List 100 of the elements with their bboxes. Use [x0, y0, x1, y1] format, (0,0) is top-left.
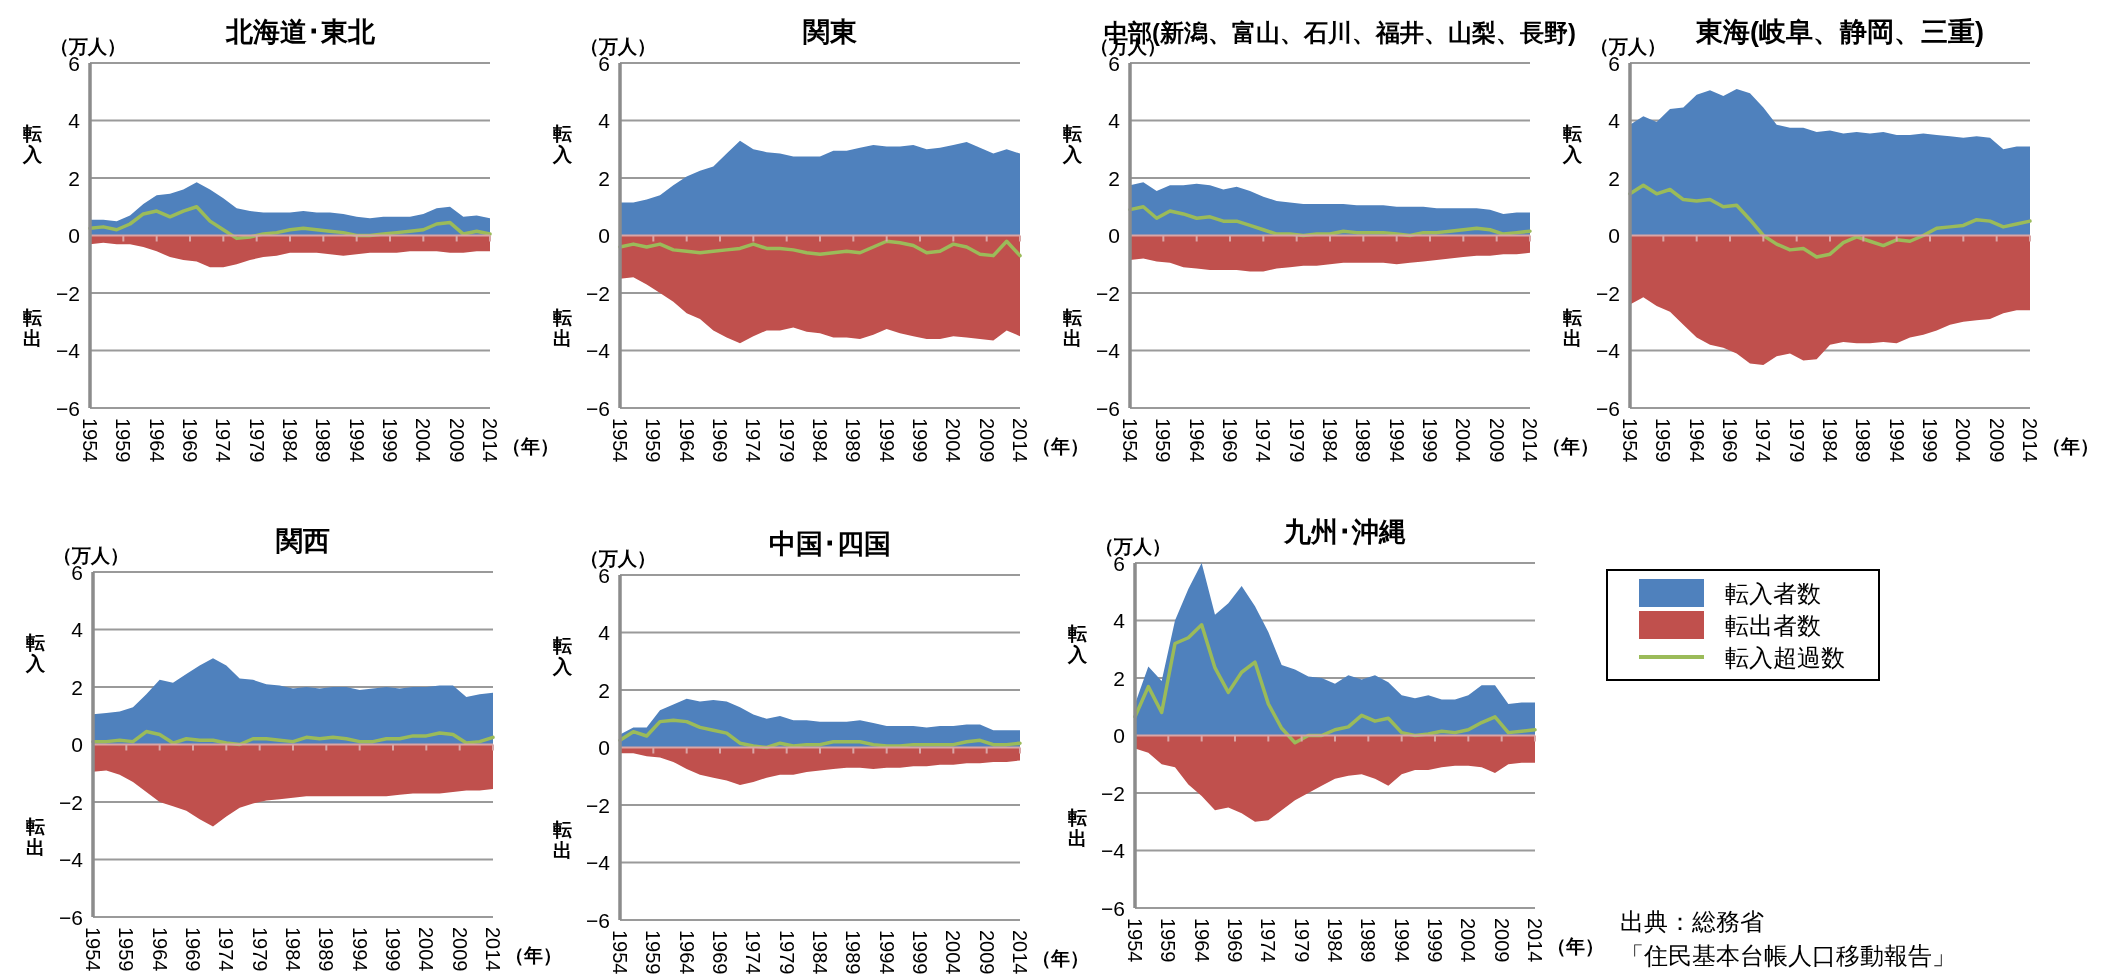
y-tick-label: 0 [598, 736, 610, 759]
x-tick-label: 1954 [82, 927, 104, 972]
x-tick-label: 2009 [445, 418, 468, 463]
x-axis-title: （年） [505, 945, 562, 966]
x-tick-label: 1989 [842, 930, 865, 975]
x-tick-label: 1959 [642, 930, 665, 975]
x-tick-label: 2009 [975, 930, 998, 975]
y-tick-label: −2 [1101, 781, 1125, 805]
x-tick-label: 2014 [1519, 418, 1541, 463]
y-tick-label: −6 [1096, 396, 1120, 420]
x-tick-label: 1979 [775, 418, 798, 463]
x-tick-label: 2004 [1457, 918, 1480, 963]
text: 転出 [552, 819, 572, 861]
x-tick-label: 1974 [1752, 418, 1775, 463]
x-tick-label: 1974 [212, 418, 235, 463]
text: 転入 [24, 632, 46, 674]
text: 転入 [551, 635, 573, 677]
line-series [618, 239, 1022, 258]
x-tick-label: 1999 [1919, 418, 1941, 463]
x-tick-label: 1964 [1685, 418, 1708, 463]
x-tick-label: 1969 [179, 418, 201, 463]
y-tick-label: 0 [1108, 224, 1120, 247]
text: 転出 [1062, 307, 1082, 349]
y-tick-label: −6 [1101, 896, 1125, 920]
x-tick-label: 1994 [875, 418, 898, 463]
x-tick-label: 1989 [842, 418, 865, 463]
text: 転入 [1561, 123, 1583, 165]
y-tick-label: 4 [1608, 109, 1621, 132]
y-tick-label: −6 [586, 396, 610, 420]
x-tick-label: 1979 [1285, 418, 1308, 463]
x-tick-label: 1999 [1419, 418, 1441, 463]
text: 転出 [25, 816, 45, 858]
x-tick-label: 1959 [115, 927, 138, 972]
text: 転出 [552, 307, 572, 349]
y-tick-label: 0 [1113, 724, 1125, 747]
y-tick-label: 4 [598, 109, 611, 132]
x-tick-label: 2014 [1009, 930, 1031, 975]
x-tick-label: 1954 [1119, 418, 1141, 463]
x-tick-label: 2014 [479, 418, 501, 463]
x-tick-label: 2014 [1524, 918, 1546, 963]
x-tick-label: 1974 [742, 930, 765, 975]
x-tick-label: 1969 [1719, 418, 1741, 463]
x-tick-label: 1974 [1252, 418, 1275, 463]
x-tick-label: 1994 [875, 930, 898, 975]
x-axis-title: （年） [502, 436, 559, 457]
x-tick-label: 1964 [145, 418, 168, 463]
x-tick-label: 1954 [1619, 418, 1641, 463]
text: 転入 [21, 123, 43, 165]
x-tick-label: 1964 [675, 418, 698, 463]
y-tick-label: 4 [71, 618, 84, 641]
x-tick-label: 1954 [79, 418, 101, 463]
y-tick-label: −2 [1596, 281, 1620, 305]
y-tick-label: 0 [1608, 224, 1620, 247]
x-tick-label: 1964 [1185, 418, 1208, 463]
x-tick-label: 2004 [415, 927, 438, 972]
x-tick-label: 1979 [1785, 418, 1808, 463]
x-axis-title: （年） [1032, 948, 1089, 969]
x-axis-title: （年） [1542, 436, 1599, 457]
x-tick-label: 1999 [909, 418, 931, 463]
x-tick-label: 1969 [1224, 918, 1246, 963]
x-tick-label: 1994 [1390, 918, 1413, 963]
x-tick-label: 1954 [609, 418, 631, 463]
x-axis-title: （年） [2042, 436, 2099, 457]
x-axis-title: （年） [1547, 936, 1604, 957]
x-tick-label: 2004 [1452, 418, 1475, 463]
chart-title: 関東 [803, 17, 857, 47]
y-tick-label: 4 [598, 621, 611, 644]
x-tick-label: 1984 [809, 418, 831, 463]
chart-title: 東海(岐阜、静岡、三重) [1695, 17, 1984, 47]
x-tick-label: 1974 [742, 418, 765, 463]
x-tick-label: 2014 [482, 927, 504, 972]
chart-title: 関西 [276, 526, 330, 556]
chart-title: 九州･沖縄 [1283, 517, 1406, 547]
y-tick-label: −2 [59, 790, 83, 814]
text: 転出 [1562, 307, 1582, 349]
line-series [1628, 183, 2032, 259]
chart-title: 北海道･東北 [224, 17, 376, 47]
x-tick-label: 1969 [709, 418, 731, 463]
x-tick-label: 1994 [1885, 418, 1908, 463]
y-tick-label: −6 [1596, 396, 1620, 420]
x-tick-label: 1969 [1219, 418, 1241, 463]
y-tick-label: −4 [1596, 339, 1621, 362]
y-tick-label: −6 [586, 908, 610, 932]
y-tick-label: 2 [1113, 666, 1125, 690]
x-tick-label: 1989 [312, 418, 335, 463]
x-tick-label: 2004 [942, 418, 965, 463]
legend-label: 転入超過数 [1725, 643, 1845, 671]
y-tick-label: −2 [56, 281, 80, 305]
x-tick-label: 1989 [1352, 418, 1375, 463]
x-tick-label: 1959 [1152, 418, 1175, 463]
x-tick-label: 1984 [279, 418, 301, 463]
x-tick-label: 1994 [345, 418, 368, 463]
x-tick-label: 1984 [1324, 918, 1346, 963]
x-tick-label: 1989 [1357, 918, 1380, 963]
text: 「住民基本台帳人口移動報告」 [1620, 942, 1956, 969]
y-tick-label: 0 [598, 224, 610, 247]
x-tick-label: 2009 [1485, 418, 1508, 463]
x-tick-label: 2009 [975, 418, 998, 463]
legend-label: 転出者数 [1725, 611, 1821, 639]
x-tick-label: 1979 [248, 927, 271, 972]
